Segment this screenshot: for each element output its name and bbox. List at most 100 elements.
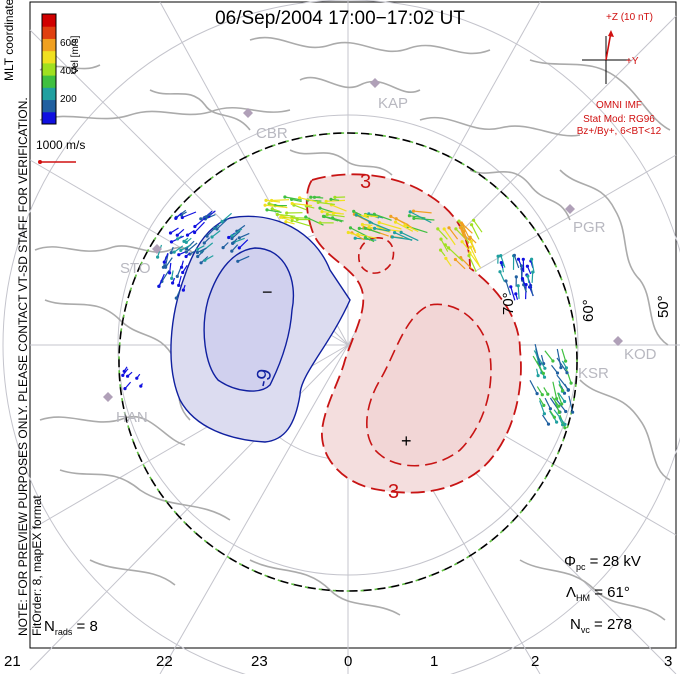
vector-line <box>216 218 229 230</box>
mlt-label-21: 21 <box>4 653 21 670</box>
vector-line <box>292 202 313 207</box>
vector-line <box>291 220 311 227</box>
colorbar-segment <box>42 26 56 39</box>
vector-line <box>176 266 182 277</box>
vector-line <box>379 221 402 230</box>
vector-line <box>182 264 188 273</box>
map-title: 06/Sep/2004 17:00−17:02 UT <box>215 8 465 29</box>
vector-line <box>532 355 544 374</box>
vector-line <box>356 213 369 219</box>
scale-vector-label: 1000 m/s <box>36 138 86 152</box>
side-note-line3: FitOrder: 8, mapEX format <box>30 495 44 636</box>
vector-line <box>236 224 246 232</box>
side-note-line2: NOTE: FOR PREVIEW PURPOSES ONLY. PLEASE … <box>16 97 30 636</box>
vector-line <box>185 237 192 243</box>
vector-line <box>400 231 419 242</box>
minimum-marker: − <box>262 282 273 302</box>
contour-label-top: 3 <box>360 171 371 193</box>
vector-line <box>374 227 390 232</box>
vector-line <box>280 216 291 221</box>
vector-line <box>413 210 432 214</box>
vector-line <box>369 221 391 231</box>
vector-line <box>181 260 184 268</box>
vector-line <box>178 275 182 286</box>
colorbar-segment <box>42 75 56 88</box>
vector-line <box>440 238 449 252</box>
vector-line <box>127 371 133 377</box>
vector-line <box>553 409 566 425</box>
vector-line <box>455 228 470 244</box>
vector-line <box>409 211 432 224</box>
colorbar-segment <box>42 62 56 76</box>
vector-line <box>323 215 339 222</box>
vector-line <box>353 210 362 216</box>
colorbar-segment <box>42 14 56 27</box>
vector-line <box>461 228 467 240</box>
vector-line <box>171 270 174 279</box>
vector-line <box>321 211 341 214</box>
vector-origin <box>298 196 302 200</box>
vector-line <box>561 360 567 369</box>
hm-boundary-green <box>118 132 578 592</box>
positive-contour-mid <box>366 303 492 467</box>
vector-line <box>158 273 165 287</box>
vector-line <box>332 217 343 223</box>
vector-line <box>187 229 195 236</box>
vector-line <box>552 381 558 399</box>
mlt-label-22: 22 <box>156 653 173 670</box>
vector-line <box>165 253 169 267</box>
vector-line <box>181 211 187 216</box>
vector-line <box>266 209 282 213</box>
station-markers <box>103 78 623 402</box>
vector-line <box>557 392 563 405</box>
vector-line <box>205 214 216 220</box>
vector-line <box>515 293 519 300</box>
vector-line <box>221 212 232 223</box>
vector-line <box>380 228 403 233</box>
vector-line <box>170 227 179 234</box>
vector-line <box>123 366 128 372</box>
imf-z-label: +Z (10 nT) <box>606 12 653 23</box>
vector-line <box>197 245 205 250</box>
vector-line <box>521 278 526 286</box>
vector-line <box>271 199 290 202</box>
station-label-han: HAN <box>116 409 148 426</box>
vector-line <box>182 211 197 219</box>
mlt-label-3: 3 <box>664 653 673 670</box>
vector-line <box>232 238 238 244</box>
contour-label-neg: -9 <box>251 367 276 389</box>
vector-line <box>180 244 192 251</box>
vector-line <box>473 219 483 233</box>
mlt-label-0: 0 <box>344 653 353 670</box>
vector-line <box>205 212 212 218</box>
vector-line <box>500 255 506 268</box>
vector-line <box>331 204 347 212</box>
station-marker-han <box>103 392 113 402</box>
vector-line <box>556 357 568 374</box>
vector-line <box>239 232 250 239</box>
mlt-label-2: 2 <box>531 653 540 670</box>
vector-origin <box>514 275 518 279</box>
vector-line <box>544 350 554 362</box>
vector-line <box>357 233 377 239</box>
vector-line <box>540 354 545 364</box>
vector-line <box>161 270 170 282</box>
vector-line <box>176 228 185 236</box>
vector-line <box>536 386 543 396</box>
vector-line <box>374 213 392 221</box>
vector-line <box>531 259 535 274</box>
scale-vector <box>38 160 76 164</box>
vector-origin <box>329 197 333 201</box>
vector-line <box>454 259 466 270</box>
stat-nrads: Nrads = 8 <box>44 618 98 637</box>
vector-line <box>203 237 211 244</box>
vector-line <box>299 197 317 203</box>
vector-line <box>469 252 481 268</box>
vector-line <box>189 250 196 255</box>
vector-line <box>175 212 183 219</box>
vector-line <box>513 255 520 269</box>
vector-line <box>462 224 470 238</box>
vector-line <box>541 414 550 425</box>
vector-line <box>544 397 551 409</box>
positive-contour-inner <box>358 237 395 274</box>
